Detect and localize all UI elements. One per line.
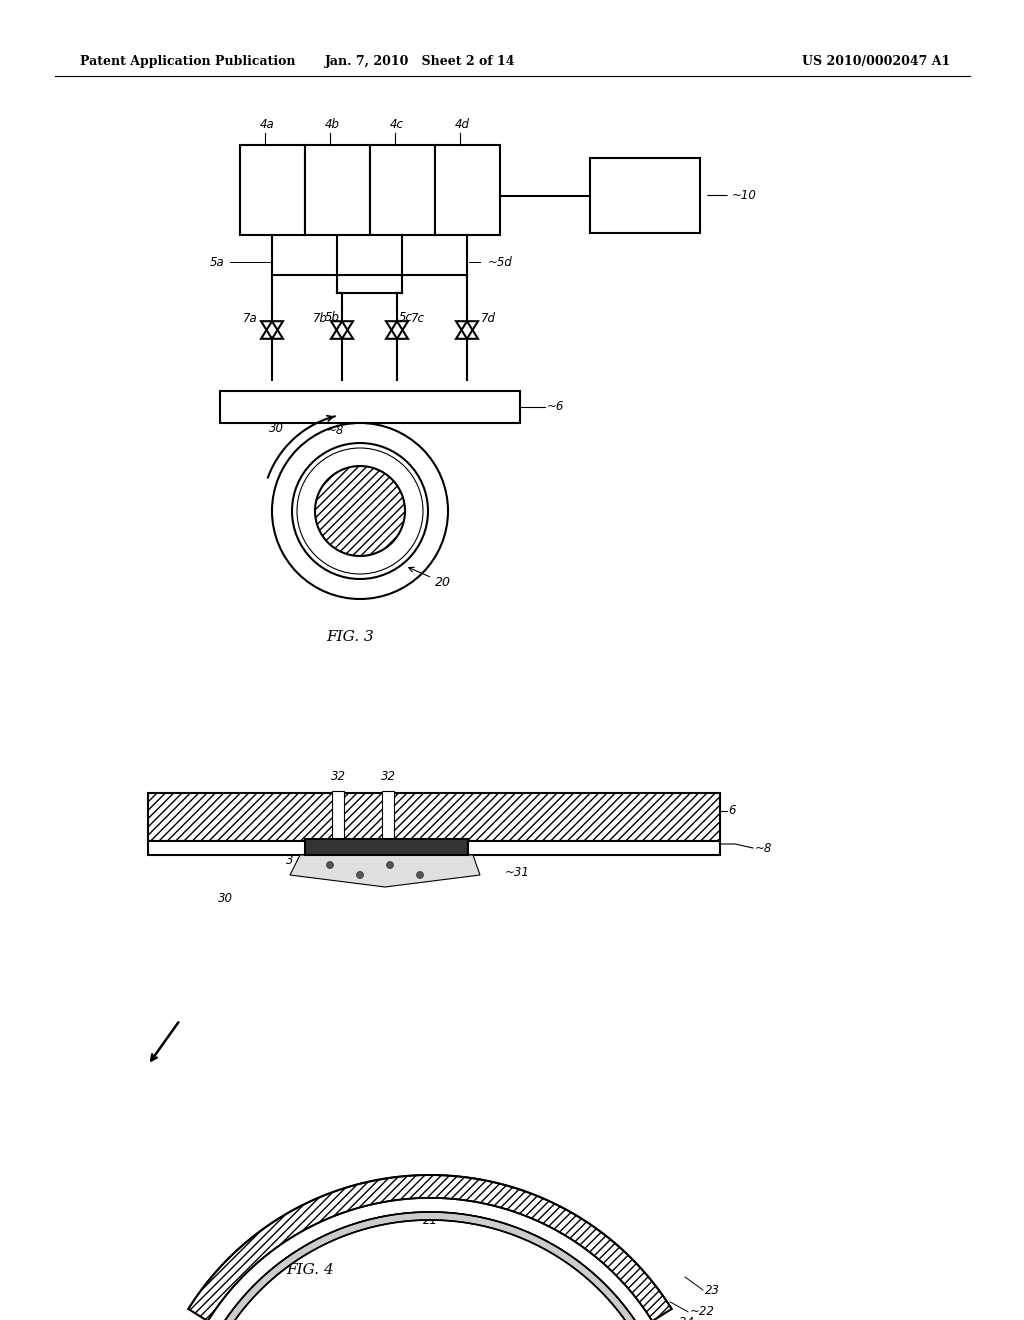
Bar [370,145,435,235]
Circle shape [417,871,424,879]
Circle shape [386,862,393,869]
Text: 4a: 4a [259,117,274,131]
Text: ~6: ~6 [547,400,564,413]
Text: 23: 23 [705,1283,720,1296]
Circle shape [315,466,406,556]
Bar [435,145,500,235]
Text: 5c: 5c [399,312,413,323]
Text: FIG. 4: FIG. 4 [286,1263,334,1276]
Text: 5b: 5b [325,312,340,323]
Text: 4b: 4b [325,117,340,131]
Text: ~10: ~10 [732,189,757,202]
Circle shape [297,447,423,574]
Text: ~5d: ~5d [488,256,513,268]
Bar [382,791,394,841]
Circle shape [356,871,364,879]
Bar [240,145,305,235]
Text: ~8: ~8 [327,425,344,437]
Bar [220,391,520,422]
Text: 7a: 7a [244,312,258,325]
Text: ~31: ~31 [505,866,529,879]
Text: 20: 20 [409,568,451,589]
Circle shape [292,444,428,579]
Text: 4c: 4c [389,117,403,131]
Text: ~8: ~8 [755,842,772,854]
Text: 21: 21 [423,1213,437,1226]
Bar [305,840,468,855]
Text: US 2010/0002047 A1: US 2010/0002047 A1 [802,55,950,69]
Text: 30: 30 [217,892,232,906]
Text: 6: 6 [728,804,735,817]
Text: 4d: 4d [455,117,469,131]
Text: Jan. 7, 2010   Sheet 2 of 14: Jan. 7, 2010 Sheet 2 of 14 [325,55,515,69]
Bar [590,158,700,234]
Text: FIG. 3: FIG. 3 [326,630,374,644]
Text: 32: 32 [381,770,395,783]
Polygon shape [188,1175,672,1320]
Text: 32: 32 [331,770,345,783]
Bar [332,791,344,841]
Bar [305,145,370,235]
Text: 5a: 5a [210,256,225,268]
Circle shape [272,422,449,599]
Text: 2: 2 [290,840,297,853]
Circle shape [327,862,334,869]
Text: 30: 30 [269,421,284,434]
Polygon shape [208,1199,652,1320]
Text: 3: 3 [286,854,293,866]
Polygon shape [290,855,480,887]
Text: 7d: 7d [481,312,496,325]
Text: Patent Application Publication: Patent Application Publication [80,55,296,69]
Bar [148,793,720,841]
Bar [148,841,720,855]
Text: 7c: 7c [411,312,425,325]
Text: ~24: ~24 [670,1316,695,1320]
Text: ~22: ~22 [690,1305,715,1319]
Polygon shape [220,1212,640,1320]
Text: 7b: 7b [313,312,328,325]
